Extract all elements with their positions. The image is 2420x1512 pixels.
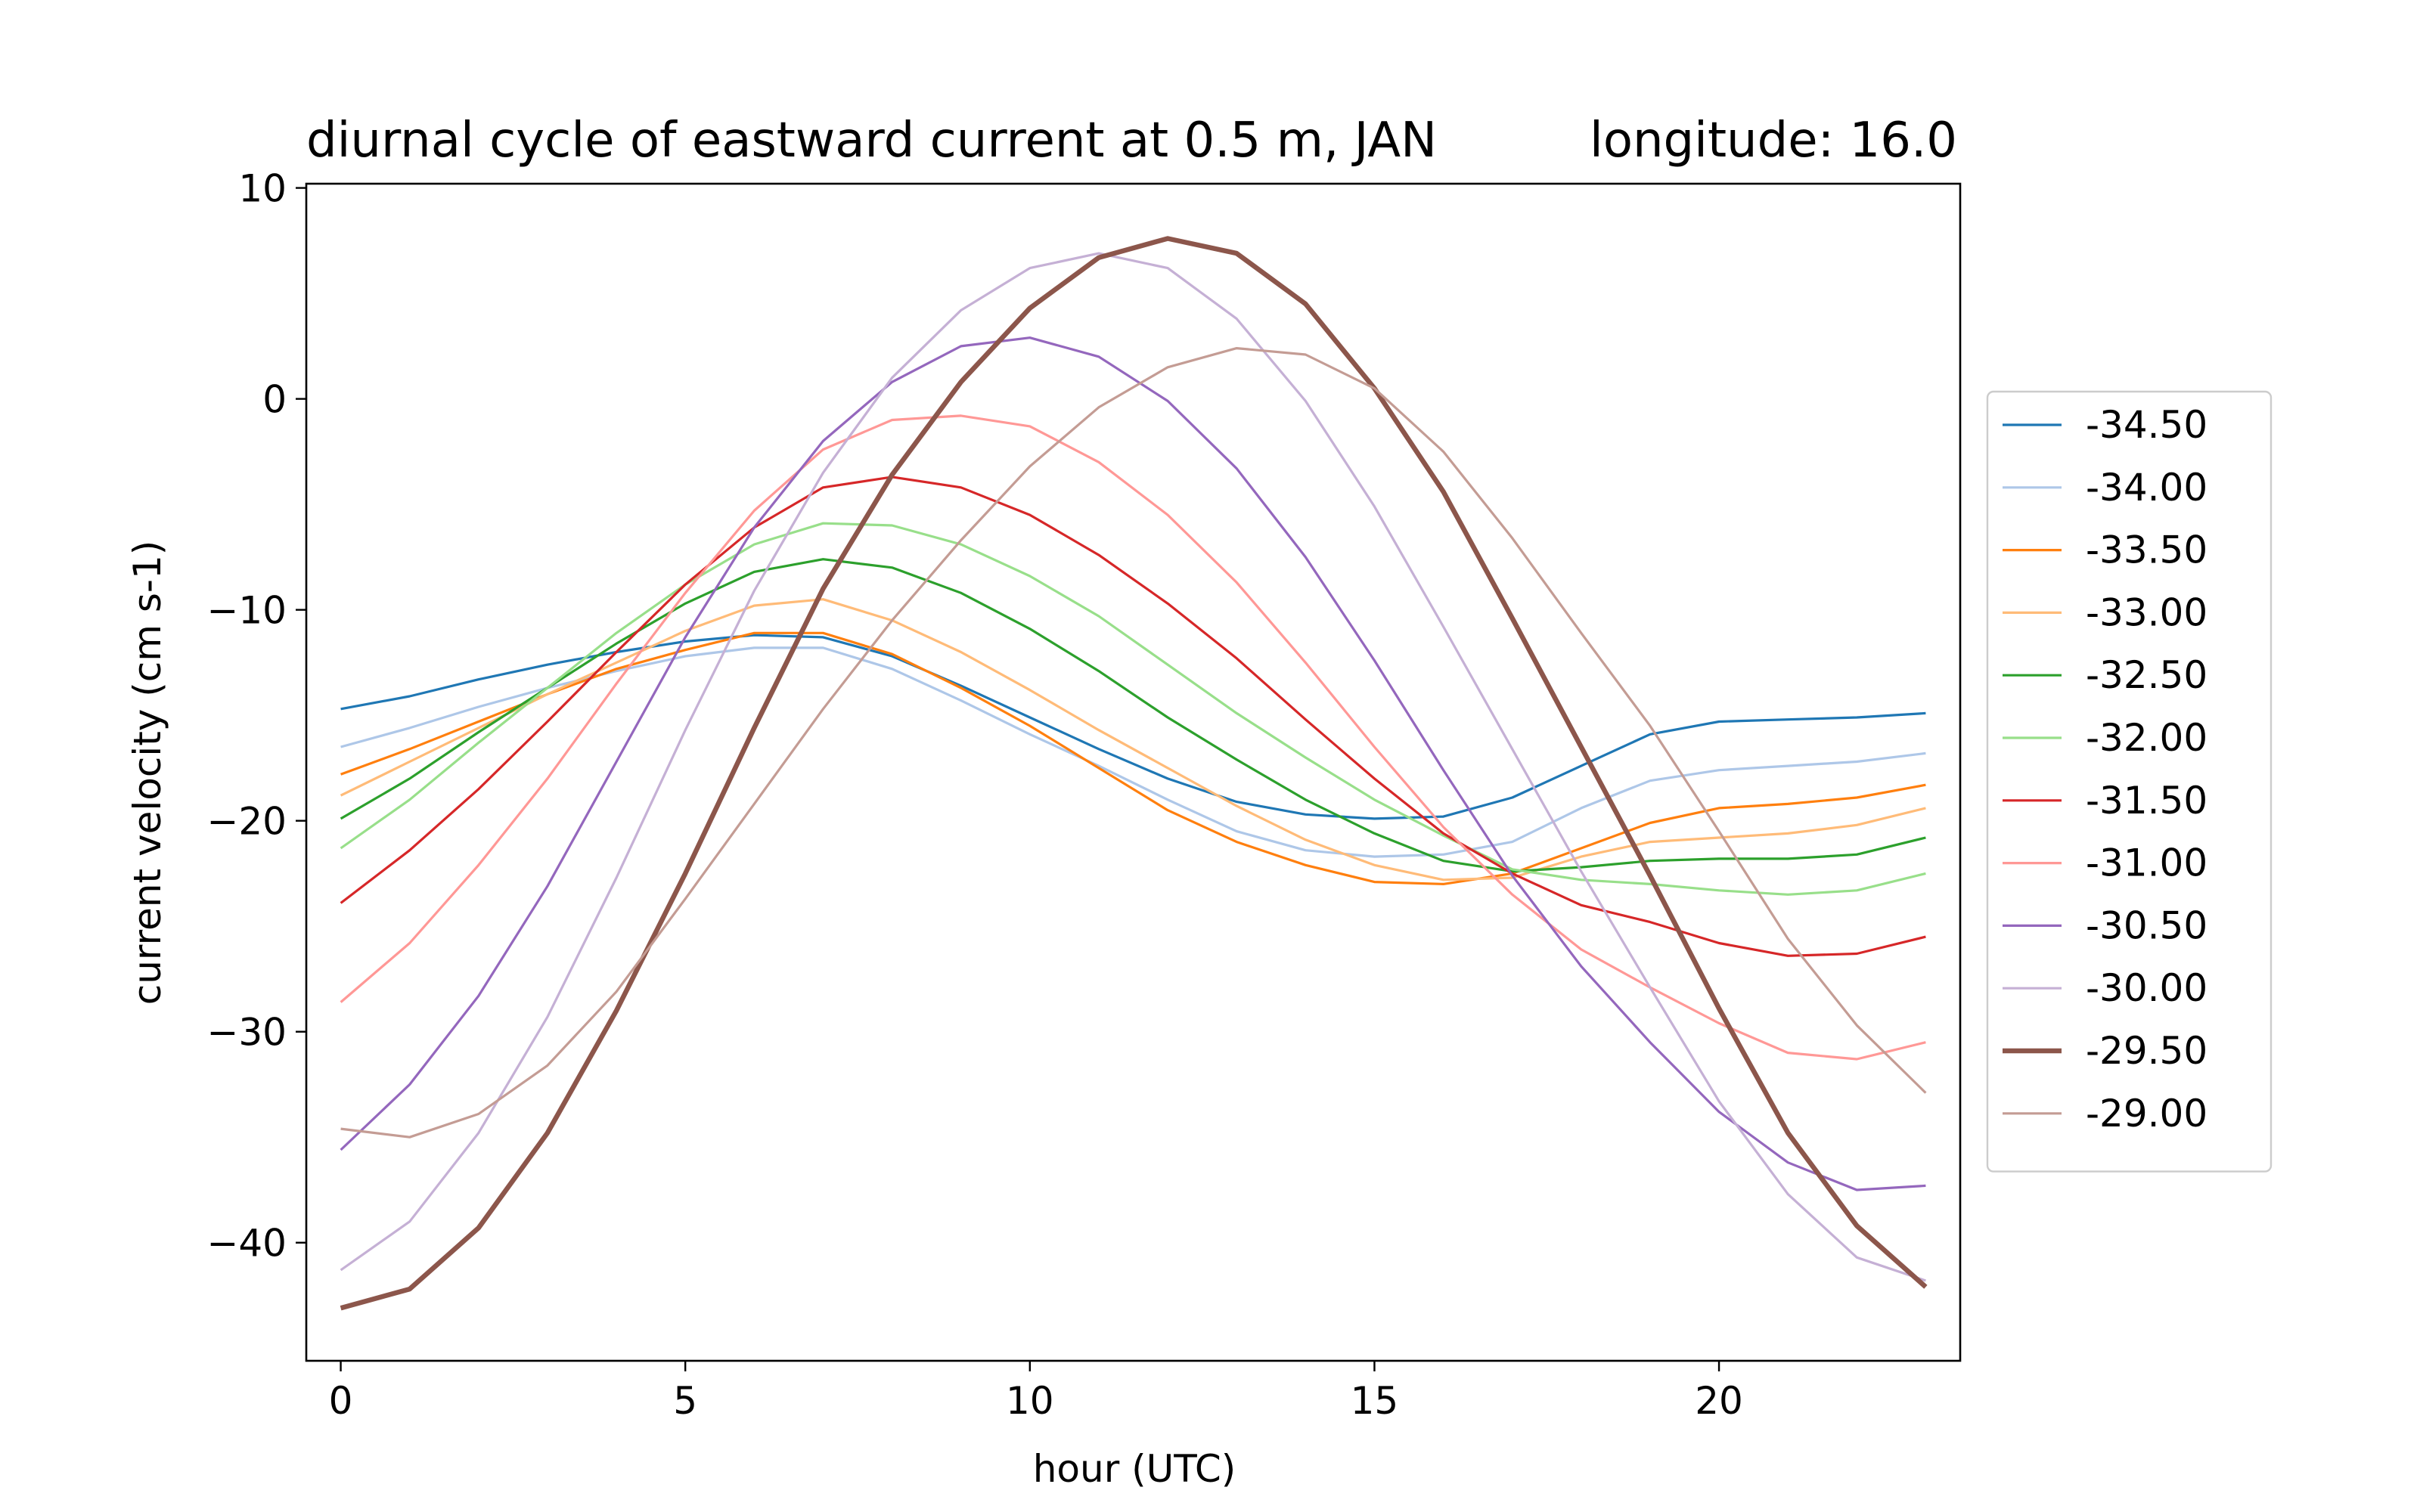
series-line-4	[340, 558, 1926, 873]
y-tick-label: 10	[238, 167, 287, 211]
axes: 0 5 10 15 20 10 0 −10 −20 −30 −40	[206, 167, 1962, 1423]
series-line-8	[340, 336, 1926, 1191]
legend-label: -29.50	[2086, 1029, 2207, 1073]
legend-label: -34.50	[2086, 403, 2207, 447]
legend-label: -33.00	[2086, 590, 2207, 634]
y-tick-label: −30	[206, 1011, 287, 1055]
legend-label: -33.50	[2086, 528, 2207, 572]
x-tick-label: 15	[1351, 1379, 1399, 1423]
legend-label: -32.00	[2086, 716, 2207, 760]
series-line-3	[340, 598, 1926, 881]
series-line-6	[340, 476, 1926, 957]
x-tick-label: 0	[329, 1379, 353, 1423]
y-tick-label: −40	[206, 1222, 287, 1266]
series-line-11	[340, 347, 1927, 1139]
legend-label: -31.00	[2086, 841, 2207, 885]
series-line-2	[340, 631, 1926, 886]
plot-frame	[305, 182, 1962, 1362]
legend-label: -30.50	[2086, 903, 2207, 947]
chart-subtitle-longitude: longitude: 16.0	[1590, 113, 1957, 169]
x-axis-label: hour (UTC)	[1033, 1447, 1236, 1491]
legend-label: -32.50	[2086, 653, 2207, 697]
y-axis-label: current velocity (cm s-1)	[126, 541, 169, 1005]
series-line-7	[340, 414, 1926, 1061]
legend-label: -31.50	[2086, 779, 2207, 823]
series-line-9	[340, 252, 1926, 1282]
legend-label: -34.00	[2086, 466, 2207, 510]
legend-label: -29.00	[2086, 1092, 2207, 1136]
y-tick-label: 0	[262, 378, 287, 422]
chart-title: diurnal cycle of eastward current at 0.5…	[306, 113, 1437, 169]
series-line-0	[340, 634, 1926, 820]
legend-label: -30.00	[2086, 966, 2207, 1010]
x-tick-label: 5	[673, 1379, 697, 1423]
x-tick-label: 20	[1695, 1379, 1743, 1423]
plot-area	[340, 236, 1928, 1311]
series-line-5	[340, 522, 1926, 896]
x-tick-label: 10	[1006, 1379, 1054, 1423]
legend-box	[1986, 390, 2273, 1173]
y-tick-label: −20	[206, 800, 287, 844]
legend: -34.50 -34.00 -33.50 -33.00 -32.50 -32.00 -31.…	[1986, 390, 2273, 1173]
series-line-10	[340, 236, 1928, 1311]
y-tick-label: −10	[206, 589, 287, 633]
